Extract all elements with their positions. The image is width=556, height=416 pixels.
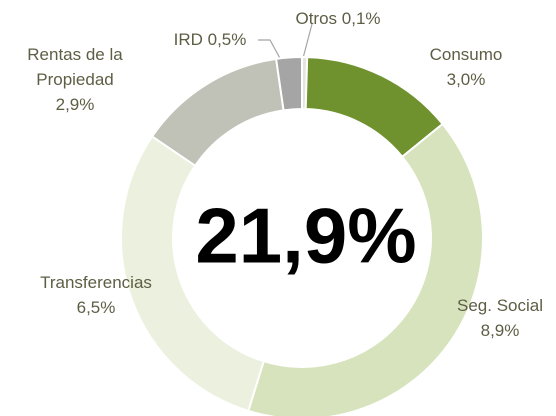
category-label: Transferencias	[40, 273, 152, 292]
slice-label: Otros 0,1%	[268, 6, 408, 31]
donut-slice	[120, 135, 265, 413]
slice-label: Transferencias 6,5%	[21, 270, 171, 320]
value-label: 0,5%	[207, 30, 247, 49]
category-label: Rentas de la Propiedad	[27, 45, 123, 89]
value-label: 8,9%	[480, 321, 520, 340]
slice-label: Consumo 3,0%	[406, 42, 526, 92]
value-label: 6,5%	[76, 298, 116, 317]
category-label: IRD	[173, 30, 203, 49]
donut-slice	[274, 55, 303, 112]
value-label: 0,1%	[341, 9, 381, 28]
donut-slice	[247, 122, 484, 416]
category-label: Consumo	[429, 45, 503, 64]
value-label: 3,0%	[446, 70, 486, 89]
category-label: Otros	[295, 9, 338, 28]
leader-line	[301, 23, 313, 63]
slice-label: Rentas de la Propiedad 2,9%	[19, 42, 131, 117]
donut-slice	[150, 57, 285, 168]
value-label: 2,9%	[55, 95, 95, 114]
category-label: Seg. Social	[457, 296, 543, 315]
slice-label: Seg. Social 8,9%	[440, 293, 556, 343]
leader-line	[258, 39, 283, 63]
slice-label: IRD 0,5%	[150, 27, 270, 52]
center-label: 21,9%	[195, 191, 417, 280]
